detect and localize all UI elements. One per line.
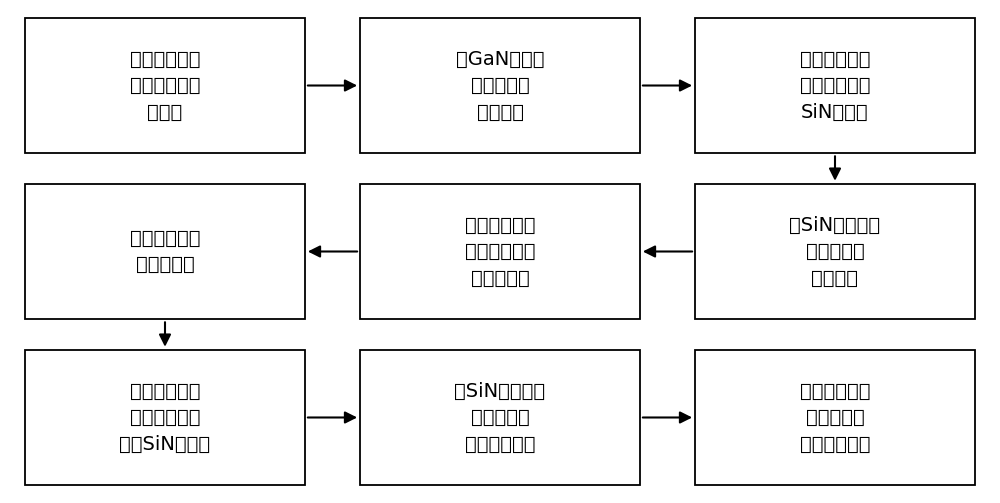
Text: 在完成栅槽刻
蚀的样品上生
长栅介质层: 在完成栅槽刻 蚀的样品上生 长栅介质层 — [465, 215, 535, 288]
Text: 在栅介质层上
制作栅电极: 在栅介质层上 制作栅电极 — [130, 229, 200, 274]
FancyBboxPatch shape — [360, 350, 640, 485]
Text: 在完成电隔离
的样品上生长
SiN钝化层: 在完成电隔离 的样品上生长 SiN钝化层 — [800, 49, 870, 122]
FancyBboxPatch shape — [25, 184, 305, 319]
FancyBboxPatch shape — [25, 350, 305, 485]
FancyBboxPatch shape — [695, 184, 975, 319]
Text: 在GaN帽层上
制作有源区
的电隔离: 在GaN帽层上 制作有源区 的电隔离 — [456, 49, 544, 122]
Text: 在外延基片上
制作源电极和
漏电极: 在外延基片上 制作源电极和 漏电极 — [130, 49, 200, 122]
Text: 光刻并蒸发金
属互联层，
完成器件制作: 光刻并蒸发金 属互联层， 完成器件制作 — [800, 381, 870, 454]
FancyBboxPatch shape — [360, 184, 640, 319]
Text: 在SiN保护层上
光刻并刻蚀
互联开孔区域: 在SiN保护层上 光刻并刻蚀 互联开孔区域 — [454, 381, 546, 454]
FancyBboxPatch shape — [695, 18, 975, 153]
FancyBboxPatch shape — [360, 18, 640, 153]
Text: 在完成栅电极
制作的样品上
生长SiN保护层: 在完成栅电极 制作的样品上 生长SiN保护层 — [119, 381, 211, 454]
FancyBboxPatch shape — [25, 18, 305, 153]
Text: 在SiN钝化层上
光刻并刻蚀
栅槽区域: 在SiN钝化层上 光刻并刻蚀 栅槽区域 — [789, 215, 881, 288]
FancyBboxPatch shape — [695, 350, 975, 485]
